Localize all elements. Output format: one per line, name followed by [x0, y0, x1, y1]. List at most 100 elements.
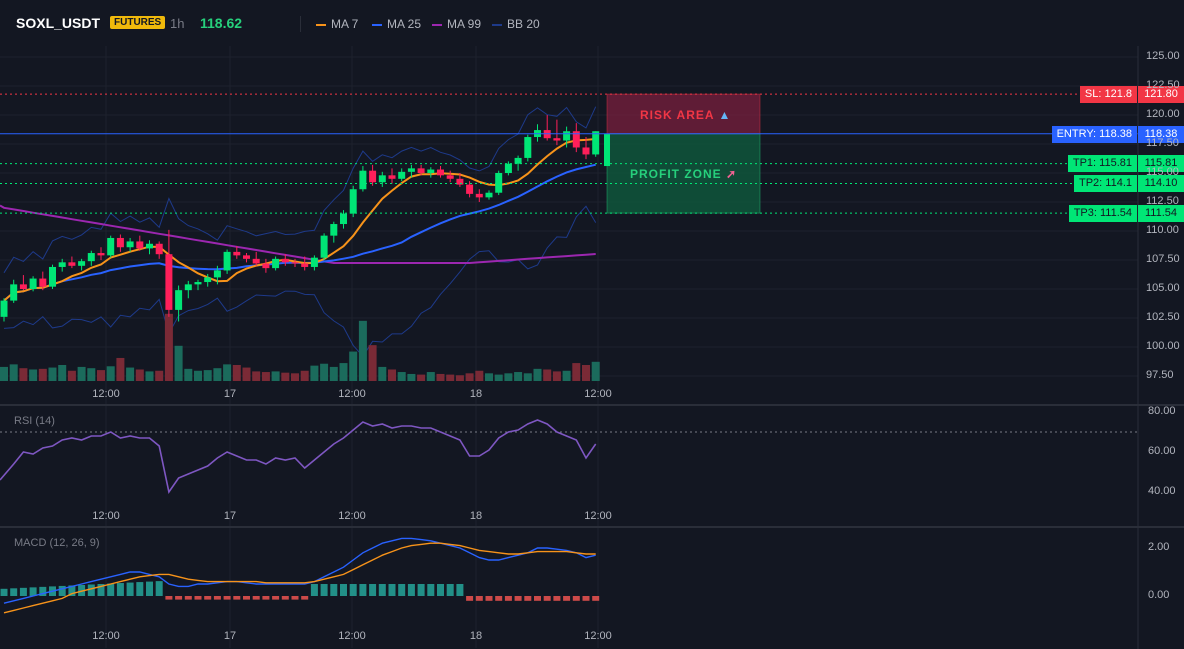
price-axis-label: 122.50	[1146, 79, 1180, 91]
macd-histogram-bar	[272, 596, 280, 600]
legend-ma25[interactable]: MA 25	[372, 17, 421, 31]
volume-bar	[368, 345, 377, 381]
macd-signal-line	[3, 542, 596, 614]
last-price: 118.62	[200, 15, 243, 31]
volume-bar	[0, 366, 8, 381]
candle-body	[359, 170, 367, 190]
candle-body	[291, 262, 299, 264]
candle-body	[146, 243, 153, 249]
chart-grid	[0, 46, 1138, 648]
volume-bar	[145, 371, 154, 381]
macd-histogram-bar	[39, 586, 47, 596]
candle-body	[116, 237, 124, 248]
volume-bar	[48, 367, 57, 381]
time-axis-label: 12:00	[338, 630, 366, 642]
time-axis-label: 12:00	[338, 388, 366, 400]
candle-body	[126, 241, 134, 248]
timeframe-selector[interactable]: 1h	[170, 16, 185, 31]
candle-body	[398, 171, 406, 179]
tp1-axis-tag: 115.81	[1138, 155, 1184, 172]
candle-body	[39, 278, 47, 287]
volume-bar	[446, 374, 455, 381]
candle-body	[369, 170, 377, 183]
volume-bar	[252, 371, 261, 381]
time-axis-label: 12:00	[584, 630, 612, 642]
volume-bar	[213, 368, 222, 381]
volume-bar	[29, 369, 38, 381]
macd-histogram-bar	[252, 596, 260, 600]
volume-bar	[67, 370, 76, 381]
legend-ma7[interactable]: MA 7	[316, 17, 358, 31]
candle-body	[136, 241, 144, 249]
sl-axis-tag: 121.80	[1138, 86, 1184, 103]
candle-body	[10, 284, 18, 301]
volume-bar	[455, 375, 464, 381]
candle-body	[97, 253, 105, 256]
candle-body	[213, 270, 221, 278]
candle-body	[427, 169, 435, 173]
candle-body	[456, 178, 464, 185]
profit-zone-label: PROFIT ZONE ➚	[630, 167, 737, 181]
price-axis-label: 120.00	[1146, 108, 1180, 120]
symbol-title[interactable]: SOXL_USDT	[16, 15, 101, 31]
macd-histogram-bar	[194, 596, 202, 600]
candle-body	[252, 258, 260, 264]
macd-histogram-bar	[553, 596, 561, 601]
volume-bar	[9, 364, 18, 381]
macd-histogram-bar	[466, 596, 474, 601]
macd-histogram-bar	[475, 596, 483, 601]
time-axis-label: 12:00	[584, 388, 612, 400]
macd-histogram-bar	[243, 596, 250, 600]
volume-bar	[436, 373, 445, 381]
macd-histogram-bar	[107, 583, 115, 596]
volume-bar	[329, 366, 338, 381]
volume-bar	[504, 373, 513, 381]
time-axis-label: 12:00	[338, 510, 366, 522]
volume-bar	[232, 365, 241, 381]
volume-bar	[349, 351, 358, 381]
tp2-tag: TP2: 114.1	[1074, 175, 1137, 192]
shield-icon: ▲	[718, 108, 732, 122]
macd-histogram-bar	[446, 584, 454, 596]
volume-bar	[523, 373, 532, 381]
candle-body	[466, 184, 474, 194]
volume-bar	[475, 370, 484, 381]
macd-histogram-bar	[398, 584, 406, 596]
macd-histogram-bar	[417, 584, 425, 596]
futures-badge: FUTURES	[110, 16, 166, 29]
ma99-line	[0, 204, 596, 264]
candle-body	[592, 131, 600, 155]
candle-body	[407, 168, 415, 172]
macd-axis-label: 0.00	[1148, 589, 1170, 601]
candle-body	[485, 192, 493, 198]
volume-bar	[116, 357, 125, 381]
volume-bar	[407, 373, 416, 381]
macd-histogram-bar	[213, 596, 221, 600]
candle-body	[78, 261, 86, 266]
volume-bar	[203, 370, 212, 381]
volume-bar	[97, 370, 105, 381]
time-axis-label: 17	[223, 510, 237, 522]
volume-bar	[494, 374, 503, 381]
candle-body	[107, 237, 115, 256]
candle-body	[223, 251, 231, 271]
macd-histogram-bar	[310, 584, 318, 596]
volume-bar	[300, 370, 309, 381]
volume-bar	[223, 364, 232, 381]
price-axis-label: 97.50	[1146, 369, 1174, 381]
volume-bar	[591, 361, 600, 381]
macd-histogram-bar	[524, 596, 532, 601]
candle-body	[19, 284, 27, 289]
macd-title: MACD (12, 26, 9)	[14, 537, 100, 549]
volume-bar	[320, 363, 329, 381]
macd-histogram-bar	[29, 587, 37, 596]
sl-tag: SL: 121.8	[1079, 86, 1137, 103]
legend-bb20[interactable]: BB 20	[492, 17, 540, 31]
candle-body	[572, 131, 580, 148]
legend-ma99[interactable]: MA 99	[432, 17, 481, 31]
volume-bar	[271, 371, 280, 381]
candle-body	[495, 173, 503, 193]
candle-body	[184, 284, 192, 291]
price-axis-label: 112.50	[1146, 195, 1179, 207]
